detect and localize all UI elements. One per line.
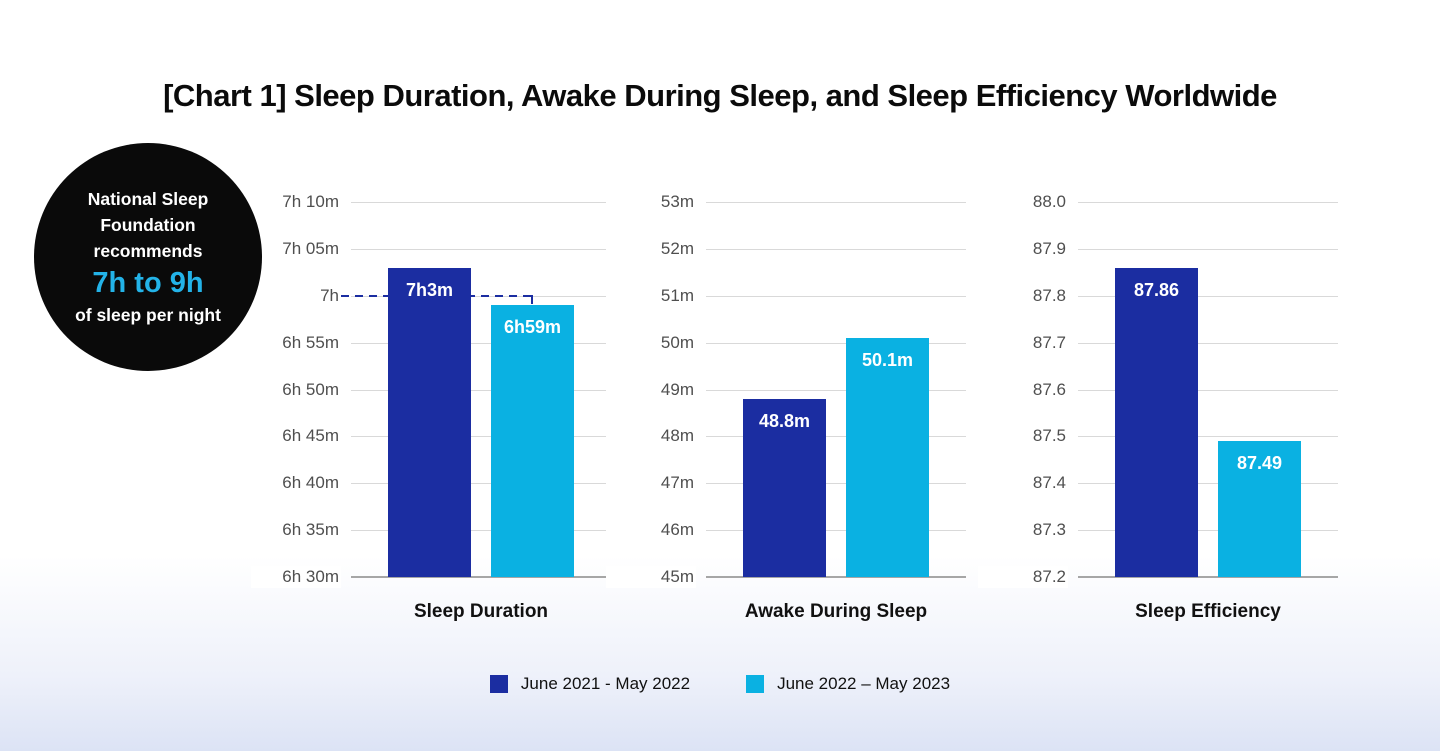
chart-category-label: Sleep Duration xyxy=(413,601,549,622)
bar-value-label: 50.1m xyxy=(861,349,914,370)
legend-item: June 2021 - May 2022 xyxy=(489,674,691,694)
gridline xyxy=(351,436,611,438)
y-axis-tick-label: 47m xyxy=(606,472,696,495)
gridline xyxy=(351,202,611,203)
y-axis-tick-label: 87.6 xyxy=(978,378,1068,401)
y-axis-tick-label: 50m xyxy=(606,331,696,354)
gridline xyxy=(1078,436,1338,438)
y-axis-tick-label: 7h 05m xyxy=(251,237,341,260)
y-axis-tick-label: 6h 45m xyxy=(251,425,341,448)
bar-value-label: 87.86 xyxy=(1133,279,1180,300)
y-axis-tick-label: 46m xyxy=(606,519,696,542)
bar-value-label: 87.49 xyxy=(1236,453,1283,474)
plot-area: 87.86 87.49 xyxy=(1078,202,1338,578)
y-axis-tick-label: 6h 30m xyxy=(251,566,341,588)
gridline xyxy=(706,202,966,203)
gridline xyxy=(1078,389,1338,391)
recommendation-badge: National Sleep Foundation recommends 7h … xyxy=(34,143,262,371)
bar-value-label: 7h3m xyxy=(405,279,454,300)
y-axis-tick-label: 87.9 xyxy=(978,237,1068,260)
y-axis-tick-label: 6h 55m xyxy=(251,331,341,354)
legend-item: June 2022 – May 2023 xyxy=(746,674,950,694)
gridline xyxy=(1078,342,1338,344)
badge-line1: National Sleep Foundation recommends xyxy=(87,189,209,261)
gridline xyxy=(351,530,611,532)
gridline xyxy=(1078,248,1338,250)
gridline xyxy=(706,248,966,250)
y-axis-tick-label: 87.2 xyxy=(978,566,1068,588)
y-axis-tick-label: 87.7 xyxy=(978,331,1068,354)
gridline xyxy=(1078,202,1338,203)
x-axis-baseline xyxy=(351,576,611,578)
gridline xyxy=(1078,295,1338,297)
chart-awake-during-sleep: 53m 52m 51m 50m 49m 48m 47m 46m 45m 48.8m 50.1m Awa… xyxy=(606,191,966,642)
y-axis-tick-label: 87.3 xyxy=(978,519,1068,542)
y-axis-tick-label: 7h 10m xyxy=(251,191,341,213)
gridline xyxy=(706,483,966,485)
legend-color-swatch xyxy=(489,675,508,693)
x-axis-baseline xyxy=(706,576,966,578)
gridline xyxy=(1078,483,1338,485)
bar-series-2: 50.1m xyxy=(846,337,929,577)
gridline xyxy=(706,530,966,532)
y-axis-tick-label: 88.0 xyxy=(978,191,1068,213)
plot-area: 7h3m 6h59m xyxy=(351,202,611,578)
y-axis-tick-label: 53m xyxy=(606,191,696,213)
y-axis-tick-label: 87.8 xyxy=(978,284,1068,307)
gridline xyxy=(706,436,966,438)
y-axis-tick-label: 52m xyxy=(606,237,696,260)
legend: June 2021 - May 2022 June 2022 – May 2023 xyxy=(0,674,1440,694)
bar-value-label: 48.8m xyxy=(758,410,811,431)
gridline xyxy=(706,342,966,344)
recommended-7h-dashed-line-step xyxy=(531,295,533,304)
chart-sleep-duration: 7h 10m 7h 05m 7h 6h 55m 6h 50m 6h 45m 6h 40m 6h… xyxy=(251,191,611,642)
gridline xyxy=(351,389,611,391)
plot-area: 48.8m 50.1m xyxy=(706,202,966,578)
bar-series-2: 87.49 xyxy=(1218,441,1301,577)
y-axis-tick-label: 49m xyxy=(606,378,696,401)
chart-category-label: Awake During Sleep xyxy=(744,601,928,622)
legend-label: June 2022 – May 2023 xyxy=(777,674,951,693)
y-axis-tick-label: 6h 35m xyxy=(251,519,341,542)
gridline xyxy=(351,342,611,344)
legend-color-swatch xyxy=(746,675,765,693)
chart-sleep-efficiency: 88.0 87.9 87.8 87.7 87.6 87.5 87.4 87.3 87.2 87.8… xyxy=(978,191,1338,642)
gridline xyxy=(706,295,966,297)
badge-highlight: 7h to 9h xyxy=(92,267,204,299)
bar-series-1: 87.86 xyxy=(1115,267,1198,577)
y-axis-tick-label: 45m xyxy=(606,566,696,588)
gridline xyxy=(351,248,611,250)
y-axis-tick-label: 7h xyxy=(251,284,341,307)
y-axis-tick-label: 6h 50m xyxy=(251,378,341,401)
y-axis-tick-label: 87.4 xyxy=(978,472,1068,495)
gridline xyxy=(706,389,966,391)
x-axis-baseline xyxy=(1078,576,1338,578)
bar-value-label: 6h59m xyxy=(503,317,562,338)
page-title: [Chart 1] Sleep Duration, Awake During S… xyxy=(163,78,1277,113)
y-axis-tick-label: 6h 40m xyxy=(251,472,341,495)
y-axis-tick-label: 87.5 xyxy=(978,425,1068,448)
badge-line2: of sleep per night xyxy=(75,305,221,325)
legend-label: June 2021 - May 2022 xyxy=(520,674,691,693)
gridline xyxy=(351,483,611,485)
chart-category-label: Sleep Efficiency xyxy=(1135,601,1281,622)
bar-series-1: 48.8m xyxy=(743,398,826,577)
bar-series-1: 7h3m xyxy=(388,267,471,577)
y-axis-tick-label: 51m xyxy=(606,284,696,307)
bar-series-2: 6h59m xyxy=(491,305,574,577)
gridline xyxy=(1078,530,1338,532)
y-axis-tick-label: 48m xyxy=(606,425,696,448)
recommendation-badge-text: National Sleep Foundation recommends 7h … xyxy=(52,186,244,328)
